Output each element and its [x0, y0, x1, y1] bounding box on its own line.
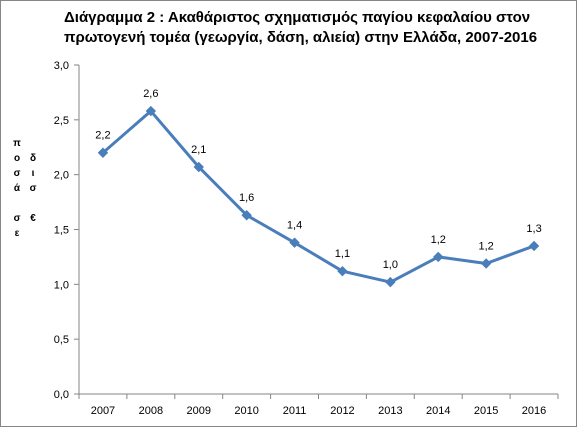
data-point-marker [97, 147, 109, 158]
data-label: 1,1 [335, 248, 350, 260]
x-tick-label: 2011 [283, 405, 307, 417]
data-label: 1,3 [526, 223, 541, 235]
series-line [101, 109, 535, 284]
y-axis-label-char: ο [13, 153, 21, 164]
y-axis-label-char: ά [13, 183, 21, 194]
data-point-marker [193, 161, 204, 173]
y-tick-label: 1,0 [54, 279, 69, 291]
data-label: 2,1 [191, 144, 206, 156]
data-label: 2,6 [143, 88, 158, 100]
data-point-marker [241, 210, 252, 221]
y-axis-label-char: σ [13, 168, 21, 179]
x-tick-label: 2016 [522, 405, 546, 417]
x-tick-label: 2013 [378, 405, 402, 417]
data-point-marker [289, 237, 300, 248]
data-label: 1,2 [431, 234, 446, 246]
x-tick-label: 2008 [139, 405, 163, 417]
data-point-marker [337, 265, 348, 277]
y-tick-label: 0,5 [54, 334, 69, 346]
data-label: 1,0 [383, 259, 398, 271]
y-axis-label-char: ε [14, 228, 20, 239]
data-label: 1,2 [479, 240, 494, 252]
x-tick-label: 2012 [330, 405, 354, 417]
data-point-marker [433, 251, 444, 263]
y-tick-label: 1,5 [54, 225, 69, 237]
y-tick-label: 3,0 [54, 60, 69, 72]
data-point-marker [385, 276, 396, 288]
y-axis-label-char: € [30, 213, 36, 224]
x-tick-label: 2009 [187, 405, 211, 417]
data-label: 1,6 [239, 192, 254, 204]
y-axis-label-char: σ [13, 213, 21, 224]
chart-title: Διάγραμμα 2 : Ακαθάριστος σχηματισμός πα… [64, 9, 538, 46]
data-point-marker [528, 240, 540, 252]
y-tick-label: 2,0 [54, 170, 69, 182]
y-tick-label: 0,0 [54, 389, 69, 401]
y-axis-label-char: ι [31, 168, 35, 179]
data-point-marker [145, 105, 157, 117]
x-tick-label: 2014 [426, 405, 450, 417]
data-label: 2,2 [95, 130, 110, 142]
x-tick-label: 2010 [234, 405, 258, 417]
y-axis-label-char: σ [29, 183, 37, 194]
y-tick-label: 2,5 [54, 115, 69, 127]
y-axis-label-char: π [13, 138, 21, 149]
x-tick-label: 2007 [91, 405, 115, 417]
y-axis-label-char: δ [29, 153, 37, 164]
data-label: 1,4 [287, 220, 302, 232]
data-point-marker [480, 258, 492, 269]
x-tick-label: 2015 [474, 405, 498, 417]
